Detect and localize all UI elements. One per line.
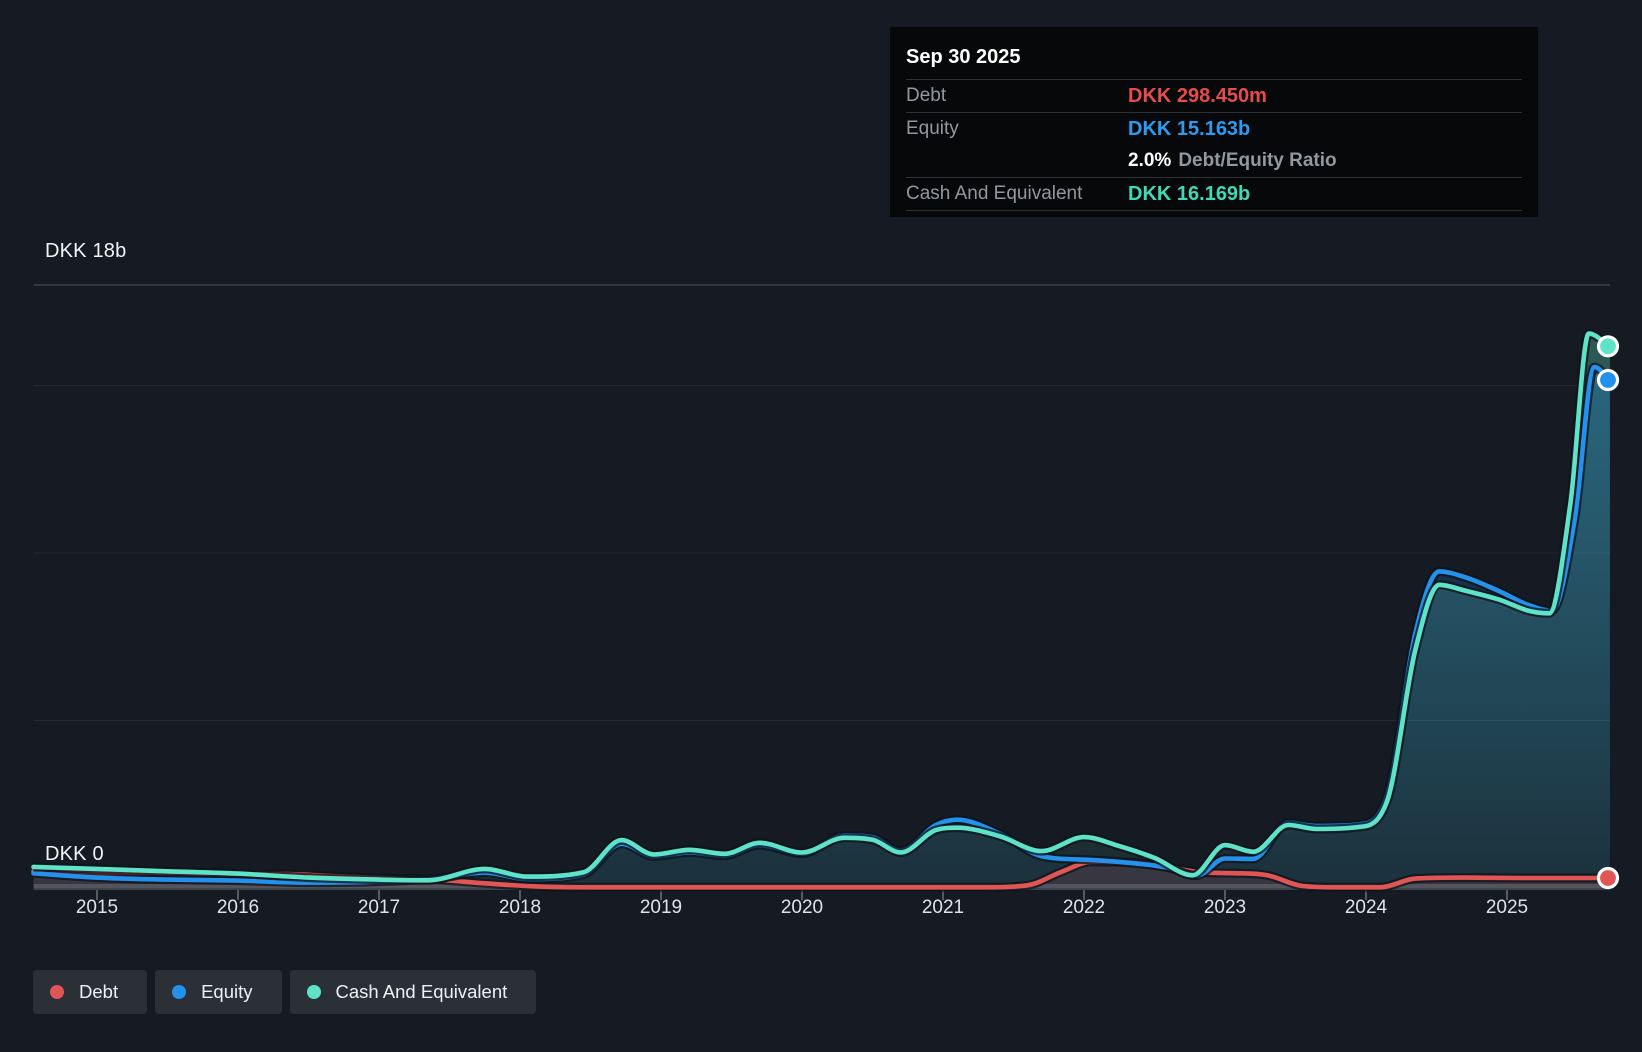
- tooltip-ratio-row: 2.0% Debt/Equity Ratio: [906, 145, 1522, 177]
- legend-item-debt[interactable]: Debt: [33, 970, 148, 1014]
- tooltip-equity-row: Equity DKK 15.163b: [906, 112, 1522, 145]
- tooltip-cash-row: Cash And Equivalent DKK 16.169b: [906, 177, 1522, 211]
- tooltip-cash-value: DKK 16.169b: [1128, 182, 1251, 205]
- x-axis: 2015 2016 2017 2018 2019 2020 2021 2022 2023 2024…: [0, 897, 1642, 921]
- debt-equity-ratio-label: Debt/Equity Ratio: [1178, 150, 1337, 171]
- x-axis-label-2023: 2023: [1203, 897, 1247, 918]
- y-axis-zero-label: DKK 0: [45, 843, 104, 865]
- tooltip-cash-label: Cash And Equivalent: [906, 183, 1083, 204]
- x-axis-label-2022: 2022: [1062, 897, 1106, 918]
- endpoint-cash-and-equivalent: [1596, 335, 1620, 358]
- line-equity: [31, 364, 1613, 885]
- chart-tooltip: Sep 30 2025 Debt DKK 298.450m Equity DKK…: [890, 27, 1538, 217]
- tooltip-equity-value: DKK 15.163b: [1128, 117, 1251, 140]
- legend-item-equity[interactable]: Equity: [155, 970, 282, 1014]
- x-axis-label-2019: 2019: [639, 897, 683, 918]
- x-axis-label-2017: 2017: [357, 897, 401, 918]
- debt-series-dot-icon: [50, 985, 64, 999]
- chart-legend: Debt Equity Cash And Equivalent: [33, 970, 537, 1014]
- x-axis-label-2018: 2018: [498, 897, 542, 918]
- area-cash-and-equivalent: [33, 333, 1610, 889]
- line-cash-and-equivalent: [31, 331, 1613, 883]
- tooltip-debt-row: Debt DKK 298.450m: [906, 79, 1522, 112]
- x-axis-label-2021: 2021: [921, 897, 965, 918]
- legend-equity-label: Equity: [201, 981, 253, 1002]
- endpoint-equity: [1596, 368, 1620, 392]
- tooltip-equity-label: Equity: [906, 118, 959, 139]
- tooltip-debt-value: DKK 298.450m: [1128, 84, 1267, 107]
- legend-item-cash[interactable]: Cash And Equivalent: [289, 970, 537, 1014]
- tooltip-date: Sep 30 2025: [906, 45, 1021, 68]
- x-axis-label-2025: 2025: [1485, 897, 1529, 918]
- x-axis-label-2020: 2020: [780, 897, 824, 918]
- tooltip-debt-label: Debt: [906, 85, 947, 106]
- x-axis-label-2015: 2015: [75, 897, 119, 918]
- equity-series-dot-icon: [172, 985, 187, 999]
- x-axis-label-2016: 2016: [216, 897, 260, 918]
- area-equity: [33, 367, 1610, 889]
- cash-series-dot-icon: [306, 985, 321, 999]
- x-axis-label-2024: 2024: [1344, 897, 1388, 918]
- debt-equity-ratio-value: 2.0%: [1128, 150, 1172, 171]
- endpoint-debt: [1596, 866, 1620, 890]
- y-axis-max-label: DKK 18b: [45, 240, 127, 262]
- legend-cash-label: Cash And Equivalent: [335, 981, 508, 1002]
- legend-debt-label: Debt: [79, 981, 119, 1002]
